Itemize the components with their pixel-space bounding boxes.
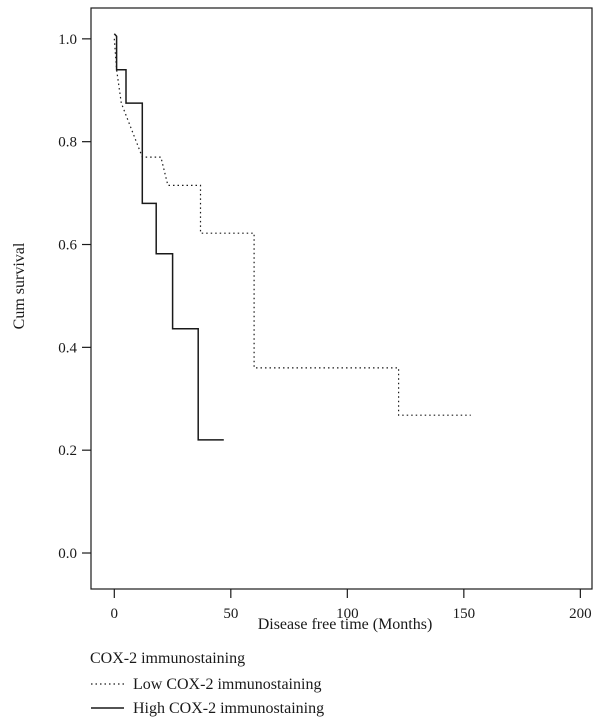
legend-label-high: High COX-2 immunostaining <box>133 700 324 717</box>
legend: COX-2 immunostaining Low COX-2 immunosta… <box>90 650 324 717</box>
y-tick-label: 0.6 <box>58 238 77 254</box>
x-axis: 0 50 100 150 200 <box>111 589 592 622</box>
x-axis-label: Disease free time (Months) <box>258 616 433 633</box>
y-tick-label: 0.2 <box>58 443 77 459</box>
y-tick-label: 1.0 <box>58 32 77 48</box>
y-tick-label: 0.4 <box>58 340 77 356</box>
x-tick-label: 100 <box>336 606 359 622</box>
series-line-high <box>113 33 224 441</box>
y-tick-label: 0.0 <box>58 546 77 562</box>
x-tick-label: 0 <box>111 606 119 622</box>
x-tick-label: 150 <box>453 606 476 622</box>
legend-label-low: Low COX-2 immunostaining <box>133 676 321 693</box>
y-axis-label: Cum survival <box>11 242 28 329</box>
series-line-low <box>113 38 471 416</box>
y-axis: 0.0 0.2 0.4 0.6 0.8 1.0 <box>58 32 91 562</box>
y-tick-label: 0.8 <box>58 135 77 151</box>
x-tick-label: 200 <box>569 606 592 622</box>
series-layer <box>113 33 471 441</box>
legend-title: COX-2 immunostaining <box>90 650 245 667</box>
x-tick-label: 50 <box>223 606 238 622</box>
plot-frame <box>90 7 593 590</box>
